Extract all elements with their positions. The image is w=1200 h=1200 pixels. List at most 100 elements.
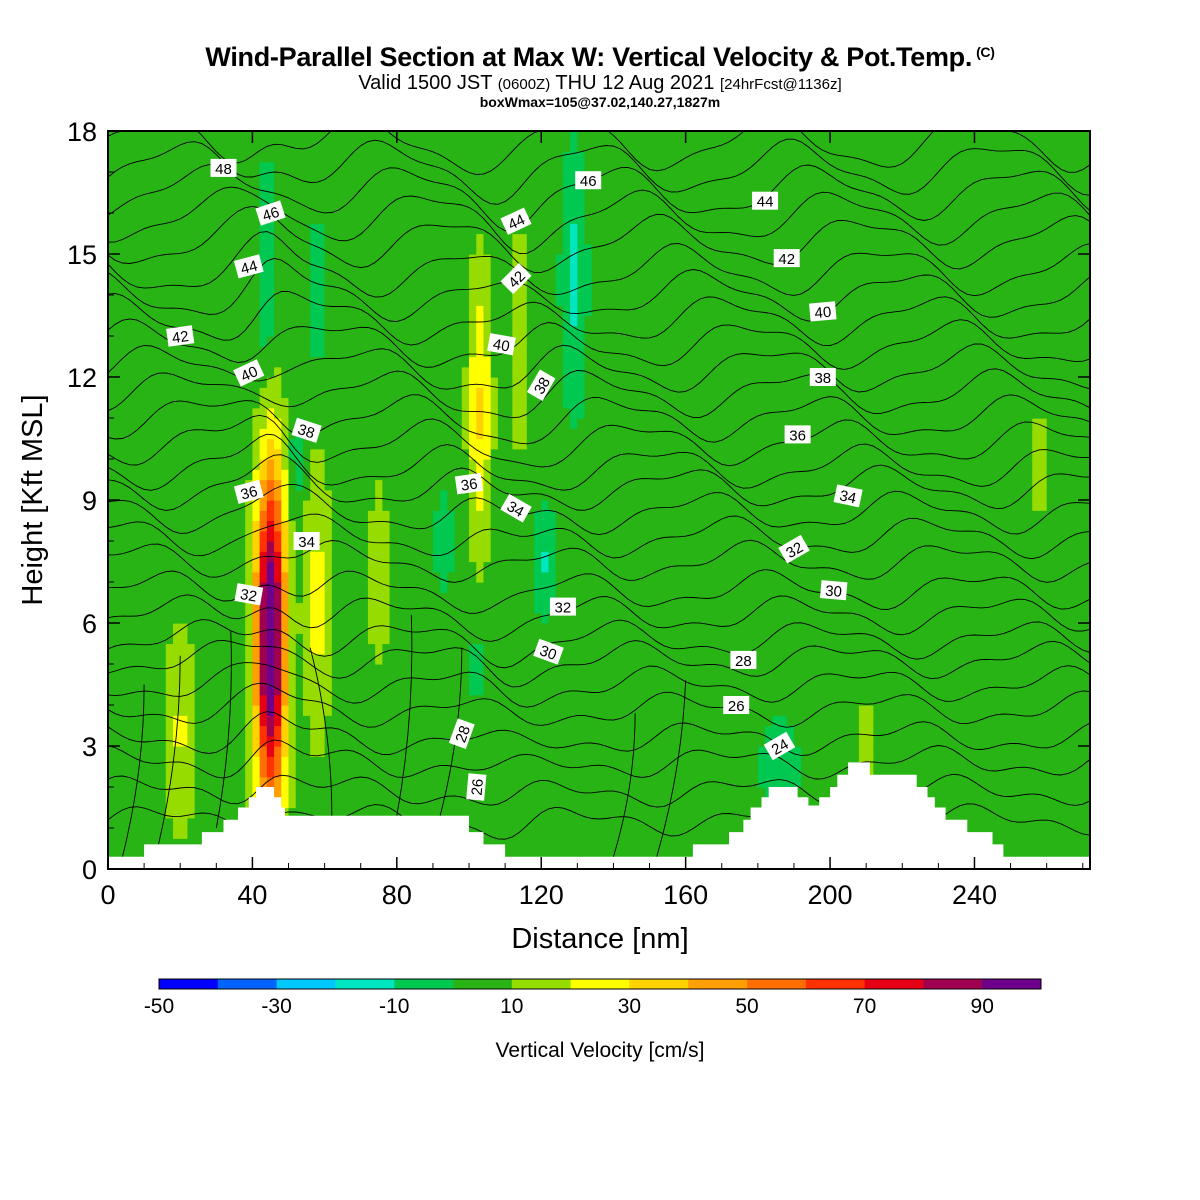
velocity-cell: [259, 643, 268, 655]
velocity-cell: [1017, 766, 1026, 778]
velocity-cell: [606, 705, 615, 716]
velocity-cell: [996, 684, 1004, 696]
velocity-cell: [952, 746, 961, 757]
velocity-cell: [541, 674, 550, 686]
velocity-cell: [1075, 828, 1084, 839]
velocity-cell: [642, 828, 651, 839]
velocity-cell: [1082, 664, 1090, 675]
velocity-cell: [223, 602, 232, 614]
velocity-cell: [122, 664, 131, 675]
velocity-cell: [187, 489, 196, 501]
velocity-cell: [757, 653, 766, 665]
velocity-cell: [158, 776, 167, 788]
velocity-cell: [931, 510, 939, 522]
velocity-cell: [663, 653, 672, 665]
velocity-cell: [1061, 674, 1069, 686]
velocity-cell: [353, 602, 362, 614]
velocity-cell: [1025, 817, 1033, 829]
velocity-cell: [310, 694, 318, 706]
velocity-cell: [570, 807, 578, 819]
velocity-cell: [570, 705, 578, 716]
velocity-cell: [274, 643, 282, 655]
velocity-cell: [721, 500, 730, 511]
velocity-cell: [1061, 705, 1069, 716]
subtitle-utc: (0600Z): [497, 76, 551, 93]
velocity-cell: [115, 787, 124, 798]
velocity-cell: [404, 623, 412, 634]
velocity-cell: [122, 756, 131, 768]
velocity-cell: [656, 756, 665, 768]
velocity-cell: [115, 797, 124, 809]
velocity-cell: [541, 561, 550, 573]
velocity-cell: [844, 664, 853, 675]
velocity-cell: [295, 705, 304, 716]
velocity-cell: [808, 643, 817, 655]
velocity-cell: [129, 807, 138, 819]
velocity-cell: [700, 582, 708, 593]
velocity-cell: [772, 571, 781, 583]
velocity-cell: [144, 582, 152, 593]
velocity-cell: [844, 612, 853, 624]
velocity-cell: [981, 684, 990, 696]
velocity-cell: [627, 694, 636, 706]
velocity-cell: [1061, 612, 1069, 624]
velocity-cell: [909, 551, 918, 563]
velocity-cell: [302, 602, 311, 614]
velocity-cell: [461, 694, 470, 706]
velocity-cell: [172, 817, 181, 829]
velocity-cell: [1017, 684, 1026, 696]
velocity-cell: [1039, 838, 1048, 850]
velocity-cell: [808, 530, 817, 542]
velocity-cell: [497, 807, 506, 819]
velocity-cell: [541, 817, 550, 829]
velocity-cell: [187, 520, 196, 532]
velocity-cell: [721, 643, 730, 655]
velocity-cell: [830, 674, 838, 686]
velocity-cell: [310, 705, 318, 716]
velocity-cell: [1039, 735, 1048, 747]
velocity-cell: [887, 674, 896, 686]
velocity-cell: [216, 684, 225, 696]
velocity-cell: [808, 633, 817, 645]
velocity-cell: [974, 756, 983, 768]
velocity-cell: [346, 746, 355, 757]
velocity-cell: [346, 807, 355, 819]
velocity-cell: [967, 612, 976, 624]
velocity-cell: [656, 715, 665, 727]
velocity-cell: [404, 510, 412, 522]
velocity-cell: [635, 530, 643, 542]
velocity-cell: [209, 694, 217, 706]
velocity-cell: [396, 715, 405, 727]
velocity-cell: [728, 776, 737, 788]
velocity-cell: [1003, 623, 1012, 634]
velocity-cell: [671, 705, 680, 716]
velocity-cell: [1010, 633, 1019, 645]
velocity-cell: [844, 551, 853, 563]
velocity-cell: [461, 602, 470, 614]
velocity-cell: [960, 725, 968, 737]
velocity-cell: [1075, 500, 1084, 511]
velocity-cell: [671, 592, 680, 604]
velocity-cell: [288, 582, 297, 593]
velocity-cell: [1032, 725, 1041, 737]
velocity-cell: [938, 684, 947, 696]
velocity-cell: [1075, 530, 1084, 542]
velocity-cell: [945, 653, 954, 665]
velocity-cell: [996, 643, 1004, 655]
velocity-cell: [1039, 664, 1048, 675]
velocity-cell: [136, 797, 145, 809]
velocity-cell: [627, 551, 636, 563]
velocity-cell: [454, 664, 463, 675]
velocity-cell: [469, 664, 477, 675]
velocity-cell: [158, 674, 167, 686]
velocity-cell: [367, 489, 376, 501]
velocity-cell: [700, 684, 708, 696]
velocity-cell: [389, 541, 398, 552]
velocity-cell: [187, 653, 196, 665]
velocity-cell: [960, 746, 968, 757]
velocity-cell: [180, 510, 189, 522]
velocity-cell: [1025, 787, 1033, 798]
velocity-cell: [1003, 766, 1012, 778]
velocity-cell: [765, 735, 773, 747]
velocity-cell: [216, 561, 225, 573]
